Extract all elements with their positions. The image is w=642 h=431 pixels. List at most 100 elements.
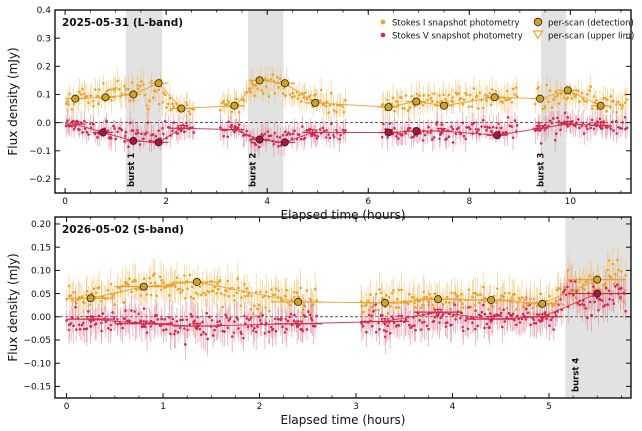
stokes-i-point xyxy=(181,289,184,292)
stokes-i-point xyxy=(149,293,153,297)
stokes-i-point xyxy=(211,289,215,293)
stokes-v-point xyxy=(211,334,215,337)
stokes-i-point xyxy=(461,102,465,106)
stokes-i-point xyxy=(418,94,421,97)
stokes-v-point xyxy=(156,318,160,321)
stokes-i-point xyxy=(394,306,398,309)
stokes-i-point xyxy=(566,96,570,99)
stokes-v-point xyxy=(556,116,559,120)
scan-i-detection xyxy=(490,93,499,102)
stokes-i-point xyxy=(138,84,142,88)
stokes-v-point xyxy=(65,319,68,322)
scan-v-upper-limit xyxy=(535,125,545,133)
stokes-i-point xyxy=(220,101,224,105)
legend-upper-limit-label: per-scan (upper lim) xyxy=(548,32,634,42)
stokes-v-point xyxy=(483,312,487,316)
stokes-i-point xyxy=(168,97,172,100)
stokes-v-point xyxy=(445,137,448,140)
stokes-i-point xyxy=(612,282,616,286)
stokes-i-point xyxy=(616,100,620,104)
stokes-i-point xyxy=(218,279,222,282)
stokes-v-point xyxy=(423,320,426,324)
stokes-i-point xyxy=(216,287,220,291)
stokes-i-point xyxy=(188,273,192,277)
stokes-i-point xyxy=(365,303,368,307)
stokes-v-point xyxy=(476,324,479,328)
stokes-i-point xyxy=(482,106,485,110)
stokes-v-point xyxy=(271,327,275,331)
stokes-i-point xyxy=(142,83,145,86)
stokes-i-point xyxy=(128,99,132,102)
stokes-i-point xyxy=(85,95,89,98)
stokes-i-point xyxy=(547,100,550,103)
y-tick-label: 0.15 xyxy=(31,243,51,253)
stokes-i-point xyxy=(274,287,278,290)
scan-v-upper-limit xyxy=(433,308,443,317)
stokes-v-point xyxy=(578,303,582,307)
stokes-v-point xyxy=(506,115,510,119)
stokes-v-point xyxy=(267,134,271,138)
stokes-i-point xyxy=(72,102,76,106)
stokes-i-point xyxy=(539,292,542,296)
stokes-v-point xyxy=(288,315,291,319)
stokes-v-point xyxy=(124,309,127,312)
stokes-i-point xyxy=(432,92,436,95)
stokes-v-point xyxy=(372,309,375,313)
stokes-i-point xyxy=(198,285,202,288)
stokes-v-point xyxy=(586,127,589,131)
stokes-v-point xyxy=(309,313,312,317)
stokes-v-point xyxy=(421,321,424,324)
stokes-v-point xyxy=(140,132,143,136)
stokes-v-point xyxy=(92,122,95,126)
stokes-v-point xyxy=(206,337,209,341)
stokes-v-point xyxy=(254,330,258,334)
stokes-v-point xyxy=(436,120,439,124)
stokes-i-point xyxy=(624,273,627,277)
stokes-i-point xyxy=(507,291,511,295)
stokes-i-point xyxy=(111,294,114,298)
stokes-v-point xyxy=(451,127,455,131)
stokes-v-point xyxy=(609,127,613,131)
stokes-v-point xyxy=(397,324,401,327)
stokes-i-point xyxy=(235,97,238,101)
stokes-v-point xyxy=(516,314,519,318)
scan-i-detection xyxy=(440,101,449,110)
stokes-v-point xyxy=(468,127,472,131)
stokes-i-point xyxy=(126,283,130,287)
stokes-i-point xyxy=(533,102,537,106)
stokes-i-point xyxy=(245,287,249,290)
stokes-i-point xyxy=(401,106,404,110)
stokes-v-point xyxy=(431,138,434,141)
stokes-i-point xyxy=(504,98,508,102)
scan-i-detection xyxy=(593,275,602,284)
stokes-v-point xyxy=(168,315,171,319)
stokes-i-point xyxy=(293,95,296,98)
stokes-v-point xyxy=(440,123,444,126)
stokes-v-point xyxy=(176,331,180,334)
stokes-v-point xyxy=(257,315,261,318)
stokes-i-point xyxy=(462,98,466,101)
stokes-i-point xyxy=(151,96,155,100)
stokes-v-point xyxy=(588,300,592,304)
stokes-v-point xyxy=(427,125,430,129)
stokes-i-point xyxy=(425,295,429,299)
stokes-i-point xyxy=(277,289,280,293)
stokes-i-point xyxy=(618,103,622,106)
stokes-v-point xyxy=(447,135,451,139)
stokes-i-point xyxy=(461,302,465,306)
stokes-i-point xyxy=(297,93,301,97)
stokes-i-point xyxy=(344,99,347,102)
burst-label: burst 3 xyxy=(537,153,547,187)
stokes-i-point xyxy=(64,102,68,106)
stokes-i-point xyxy=(514,308,518,311)
stokes-i-point xyxy=(444,300,448,304)
stokes-i-point xyxy=(374,292,378,296)
stokes-v-point xyxy=(224,313,227,317)
stokes-i-point xyxy=(602,284,605,287)
stokes-v-point xyxy=(173,329,177,333)
y-tick-label: 0.05 xyxy=(31,290,51,300)
scan-i-detection xyxy=(434,295,443,304)
stokes-v-point xyxy=(273,131,277,135)
stokes-i-point xyxy=(153,281,157,285)
stokes-v-point xyxy=(599,298,602,301)
